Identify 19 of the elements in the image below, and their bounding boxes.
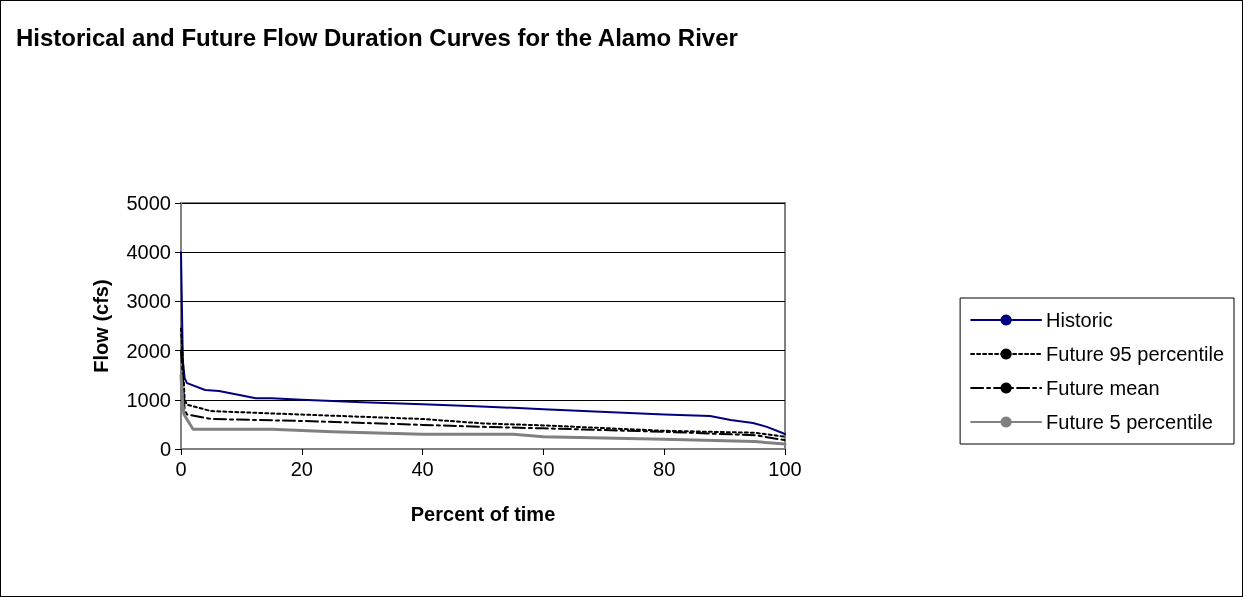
chart-title: Historical and Future Flow Duration Curves for the Alamo River (16, 23, 738, 51)
x-tick-label: 0 (175, 458, 187, 480)
x-axis-title: Percent of time (410, 503, 556, 525)
y-tick-label: 1000 (126, 388, 171, 411)
y-tick-label: 3000 (126, 290, 171, 313)
x-tick-label: 100 (768, 458, 802, 480)
y-tick-label: 0 (159, 438, 171, 460)
y-tick-label: 2000 (126, 339, 171, 362)
x-tick-label: 60 (532, 458, 555, 480)
legend-label: Future 5 percentile (1046, 411, 1213, 433)
y-axis-title: Flow (cfs) (90, 279, 112, 373)
legend-label: Future 95 percentile (1046, 343, 1225, 365)
x-tick-label: 20 (290, 458, 313, 480)
legend-label: Historic (1046, 309, 1113, 331)
y-tick-label: 5000 (126, 192, 171, 214)
legend-label: Future mean (1046, 377, 1160, 399)
x-tick-label: 40 (411, 458, 434, 480)
x-tick-label: 80 (653, 458, 676, 480)
y-tick-label: 4000 (126, 241, 171, 264)
